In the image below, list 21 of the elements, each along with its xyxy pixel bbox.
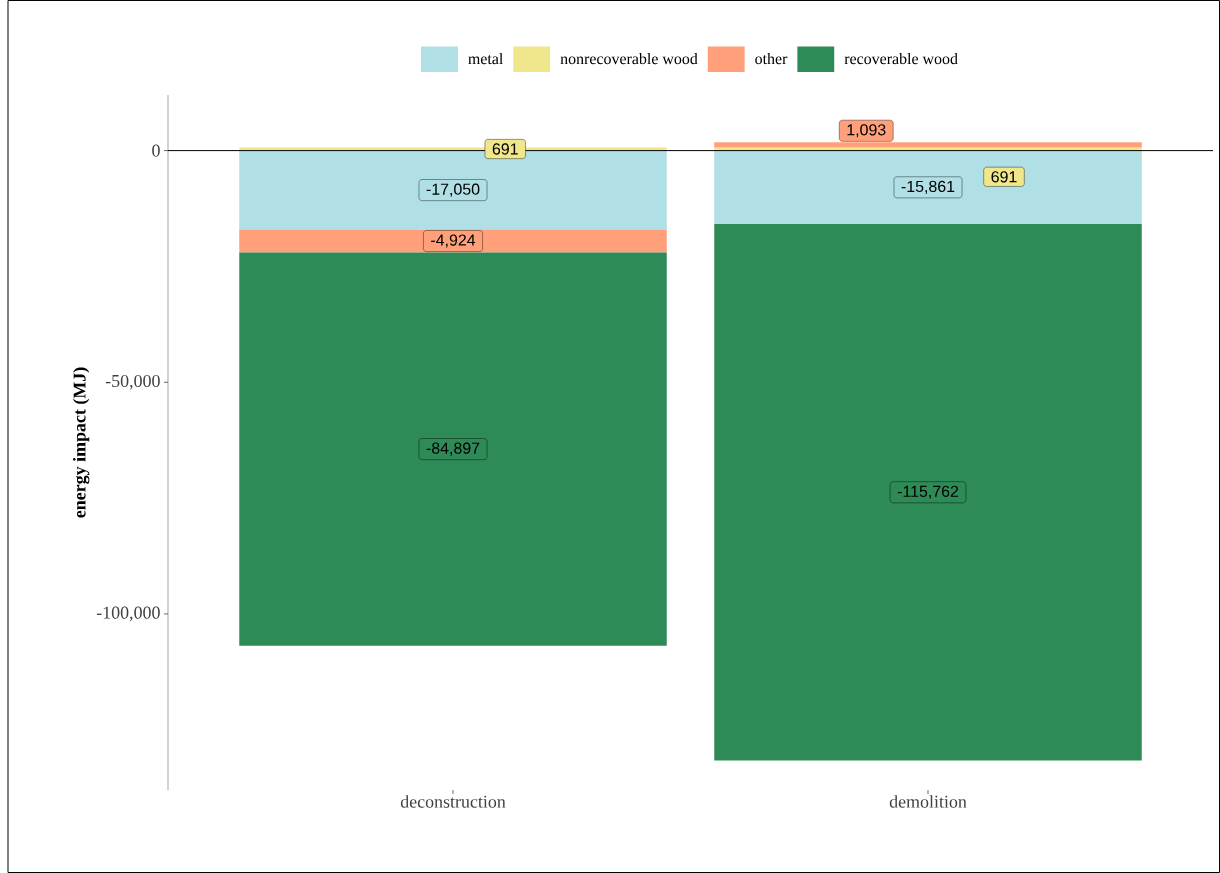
bar — [714, 150, 1142, 225]
data-label: 691 — [991, 171, 1017, 183]
data-label: 1,093 — [847, 124, 886, 138]
data-label: -4,924 — [431, 234, 476, 248]
y-axis-title: energy impact (MJ) — [72, 367, 90, 518]
legend-label: other — [755, 52, 788, 65]
x-tick-label: deconstruction — [400, 795, 506, 808]
data-label: -84,897 — [426, 442, 480, 456]
y-tick-label: -100,000 — [96, 606, 160, 622]
x-tick-label: demolition — [889, 795, 967, 808]
data-label: 691 — [492, 143, 518, 155]
data-label: -17,050 — [426, 183, 480, 197]
legend-label: recoverable wood — [844, 52, 958, 65]
bar — [714, 224, 1142, 761]
legend-label: metal — [468, 52, 503, 65]
data-label: -115,762 — [897, 485, 959, 499]
y-tick-label: 0 — [152, 144, 160, 157]
legend-label: nonrecoverable wood — [560, 52, 698, 65]
bar — [239, 252, 667, 646]
y-tick-label: -50,000 — [105, 374, 160, 390]
data-label: -15,861 — [901, 180, 955, 194]
